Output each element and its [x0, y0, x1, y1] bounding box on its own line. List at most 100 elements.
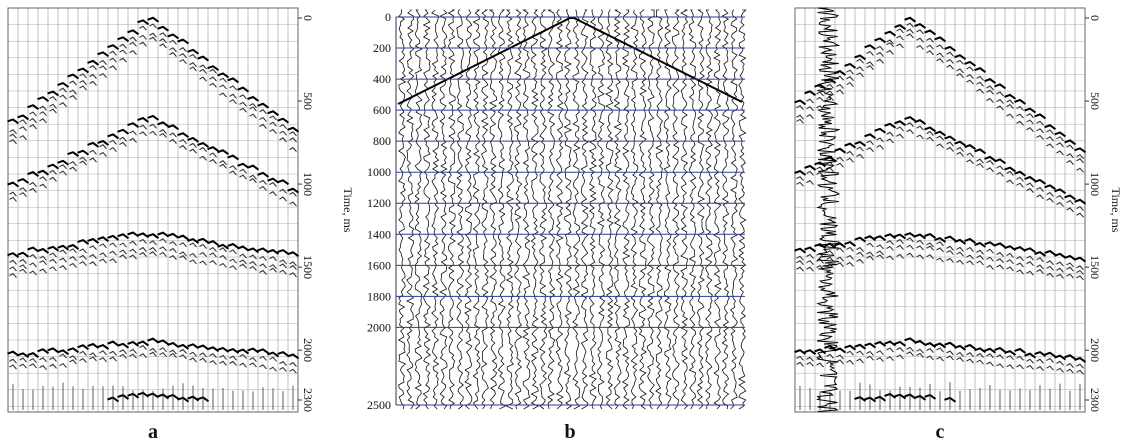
wavelet	[854, 236, 867, 243]
wavelet	[137, 19, 150, 26]
wavelet	[239, 94, 247, 100]
wavelet	[117, 342, 130, 349]
wavelet	[139, 25, 147, 31]
wavelet	[1036, 194, 1044, 200]
wavelet	[826, 83, 834, 89]
wavelet	[99, 357, 107, 363]
wavelet	[986, 353, 994, 359]
wavelet	[109, 250, 117, 256]
y-tick-label: 1500	[301, 255, 315, 279]
wavelet	[916, 239, 924, 245]
wavelet	[964, 237, 977, 244]
trace	[405, 9, 415, 410]
trace	[613, 9, 623, 410]
wavelet	[906, 122, 914, 128]
wavelet	[127, 231, 140, 238]
wavelet	[169, 51, 177, 57]
wavelet	[219, 360, 227, 366]
wavelet	[876, 356, 884, 363]
wavelet	[1056, 261, 1064, 267]
wavelet	[796, 105, 804, 111]
wavelet	[984, 347, 997, 354]
wavelet	[1066, 207, 1074, 213]
wavelet	[996, 98, 1004, 104]
wavelet	[864, 133, 877, 140]
wavelet	[139, 124, 147, 130]
wavelet	[277, 179, 290, 186]
wavelet	[157, 25, 170, 32]
wavelet	[954, 344, 967, 351]
wavelet	[219, 354, 227, 360]
wavelet	[956, 356, 964, 362]
wavelet	[7, 350, 20, 357]
wavelet	[177, 38, 190, 45]
wavelet	[239, 362, 247, 368]
axis-title: Time, ms	[1109, 188, 1123, 233]
wavelet	[17, 352, 30, 359]
wavelet	[796, 114, 804, 120]
wavelet	[19, 258, 27, 264]
wavelet	[916, 352, 924, 358]
wavelet	[946, 355, 954, 361]
wavelet	[279, 188, 287, 194]
wavelet	[287, 126, 300, 133]
wavelet	[946, 51, 954, 57]
wavelet	[59, 249, 67, 255]
wavelet	[986, 97, 994, 103]
wavelet	[1076, 265, 1084, 271]
wavelet	[129, 36, 137, 42]
wavelet	[846, 359, 854, 365]
wavelet	[1066, 266, 1074, 272]
wavelet	[237, 162, 250, 169]
wavelet	[816, 105, 824, 111]
wavelet	[984, 155, 997, 162]
wavelet	[159, 246, 167, 252]
wavelet	[289, 191, 297, 197]
wavelet	[904, 115, 917, 122]
wavelet	[37, 348, 50, 355]
wavelet	[856, 153, 864, 159]
wavelet	[19, 264, 27, 270]
y-tick-label: 400	[373, 72, 391, 86]
wavelet	[209, 359, 217, 366]
wavelet	[946, 257, 954, 263]
wavelet	[934, 236, 947, 243]
trace	[522, 9, 531, 410]
wavelet	[874, 37, 887, 44]
wavelet	[1076, 369, 1084, 375]
wavelet	[994, 346, 1007, 353]
wavelet	[149, 246, 157, 252]
wavelet	[19, 191, 27, 198]
wavelet	[976, 352, 984, 358]
wavelet	[289, 137, 297, 143]
wavelet	[1046, 357, 1054, 363]
trace	[638, 9, 648, 410]
wavelet	[89, 352, 97, 358]
wavelet	[99, 59, 107, 65]
wavelet	[976, 88, 984, 94]
wavelet	[1004, 245, 1017, 252]
wavelet	[289, 261, 297, 267]
wavelet	[119, 43, 127, 49]
wavelet	[996, 354, 1004, 360]
wavelet	[1076, 158, 1084, 164]
wavelet	[49, 252, 57, 258]
wavelet	[89, 253, 97, 259]
wavelet	[29, 124, 37, 130]
wavelet	[79, 156, 87, 162]
wavelet	[209, 353, 217, 359]
trace	[480, 9, 489, 410]
wavelet	[816, 166, 824, 172]
wavelet	[976, 162, 984, 169]
wavelet	[1064, 354, 1077, 361]
wavelet	[159, 132, 167, 138]
wavelet	[229, 170, 237, 176]
wavelet	[37, 96, 50, 103]
wavelet	[139, 246, 147, 252]
wavelet	[1006, 179, 1014, 185]
wavelet	[279, 366, 287, 372]
wavelet	[249, 106, 257, 112]
wavelet	[804, 349, 817, 356]
wavelet	[177, 343, 190, 350]
wavelet	[29, 181, 37, 187]
